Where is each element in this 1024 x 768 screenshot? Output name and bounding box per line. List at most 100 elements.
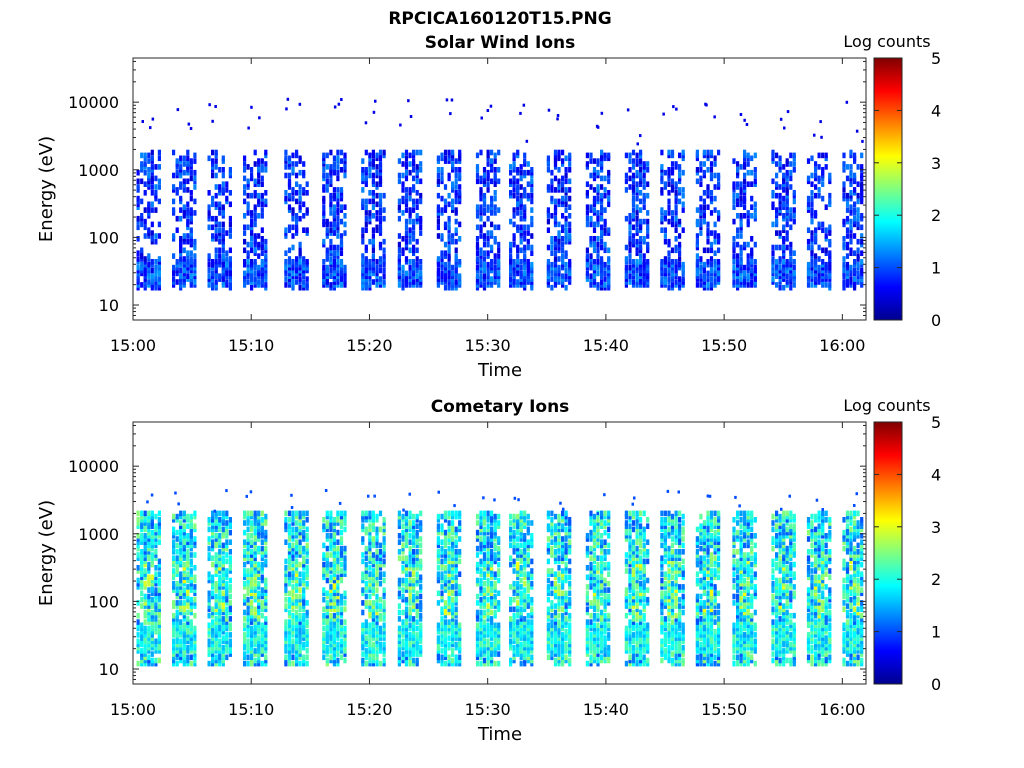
spectrogram-cell [592, 175, 597, 182]
spectrogram-cell [257, 606, 261, 613]
spectrogram-cell [382, 261, 386, 268]
spectrogram-cell [702, 204, 706, 210]
spectrogram-cell [250, 657, 254, 664]
spectrogram-cell [739, 233, 743, 239]
spectrogram-cell [364, 638, 368, 645]
spectrogram-cell [454, 167, 458, 173]
spectrogram-cell [739, 267, 743, 274]
spectrogram-cell [302, 523, 306, 529]
spectrogram-cell [493, 181, 497, 187]
spectrogram-cell [440, 264, 444, 271]
spectrogram-cell [368, 218, 372, 225]
spectrogram-cell [157, 233, 161, 239]
spectrogram-cell [674, 161, 678, 167]
spectrogram-cell [325, 152, 329, 159]
spectrogram-cell [260, 164, 264, 170]
spectrogram-cell [401, 187, 405, 193]
spectrogram-cell [225, 593, 229, 600]
spectrogram-cell [778, 233, 782, 239]
spectrogram-cell [221, 651, 225, 657]
spectrogram-cell [193, 657, 197, 664]
spectrogram-cell [253, 580, 257, 587]
spectrogram-cell [824, 264, 828, 271]
spectrogram-cell [179, 657, 183, 664]
spectrogram-cell [225, 542, 229, 549]
spectrogram-cell [561, 181, 565, 187]
spectrogram-cell [143, 628, 147, 635]
spectrogram-cell [287, 600, 292, 606]
spectrogram-cell [218, 167, 222, 173]
spectrogram-cell [186, 552, 190, 558]
spectrogram-cell [361, 253, 365, 259]
spectrogram-cell [264, 161, 268, 167]
spectrogram-cell [624, 267, 628, 274]
spectrogram-cell [454, 261, 458, 268]
spectrogram-cell [660, 218, 664, 225]
spectrogram-cell [856, 238, 860, 245]
spectrogram-cell [482, 241, 487, 248]
spectrogram-cell [264, 517, 268, 523]
spectrogram-cell [322, 606, 326, 613]
spectrogram-cell [713, 264, 717, 271]
spectrogram-cell [193, 542, 197, 549]
spectrogram-cell [828, 175, 832, 182]
spectrogram-cell [849, 282, 853, 288]
spectrogram-cell [775, 282, 779, 288]
spectrogram-cell [291, 517, 295, 523]
spectrogram-cell [860, 279, 864, 285]
spectrogram-cell [182, 651, 186, 657]
spectrogram-cell [600, 244, 604, 251]
spectrogram-cell [486, 241, 490, 248]
spectrogram-cell [298, 660, 302, 667]
spectrogram-cell [378, 606, 383, 613]
spectrogram-cell [143, 276, 147, 282]
spectrogram-cell [792, 264, 796, 271]
spectrogram-cell [287, 195, 292, 202]
spectrogram-cell [775, 213, 779, 219]
spectrogram-cell [253, 625, 257, 632]
spectrogram-cell [322, 590, 326, 597]
spectrogram-cell [136, 195, 140, 202]
spectrogram-cell [260, 213, 264, 219]
spectrogram-cell [147, 648, 151, 654]
spectrogram-cell [361, 175, 365, 182]
spectrogram-cell [828, 253, 832, 259]
spectrogram-cell [732, 241, 736, 248]
spectrogram-cell [136, 184, 140, 190]
spectrogram-cell [291, 169, 295, 176]
spectrogram-cell [482, 267, 487, 274]
spectrogram-cell [553, 267, 558, 274]
spectrogram-cell [557, 230, 561, 236]
spectrogram-cell [856, 195, 860, 202]
spectrogram-cell [150, 558, 154, 565]
spectrogram-cell [699, 273, 703, 279]
spectrogram-cell [375, 201, 379, 208]
spectrogram-cell [339, 596, 344, 603]
spectrogram-cell [214, 644, 218, 651]
spectrogram-cell [154, 552, 158, 558]
spectrogram-cell [475, 264, 480, 271]
spectrogram-cell [339, 545, 344, 552]
spectrogram-cell [479, 267, 483, 274]
spectrogram-cell [257, 241, 261, 248]
spectrogram-cell [667, 264, 671, 271]
spectrogram-cell [371, 178, 375, 185]
spectrogram-cell [343, 172, 347, 179]
spectrogram-cell [526, 224, 530, 231]
spectrogram-cell [246, 590, 250, 597]
spectrogram-cell [147, 178, 151, 185]
spectrogram-cell [821, 276, 825, 282]
spectrogram-cell [706, 270, 710, 277]
spectrogram-cell [717, 175, 721, 182]
spectrogram-cell [257, 526, 261, 533]
spectrogram-cell [628, 273, 632, 279]
spectrogram-cell [550, 276, 554, 282]
spectrogram-cell [186, 648, 190, 654]
spectrogram-cell [519, 198, 523, 205]
spectrogram-cell [860, 270, 864, 277]
spectrogram-cell [302, 169, 306, 176]
spectrogram-cell [332, 213, 336, 219]
spectrogram-cell [295, 651, 299, 657]
spectrogram-cell [179, 619, 183, 625]
spectrogram-cell [717, 210, 721, 216]
